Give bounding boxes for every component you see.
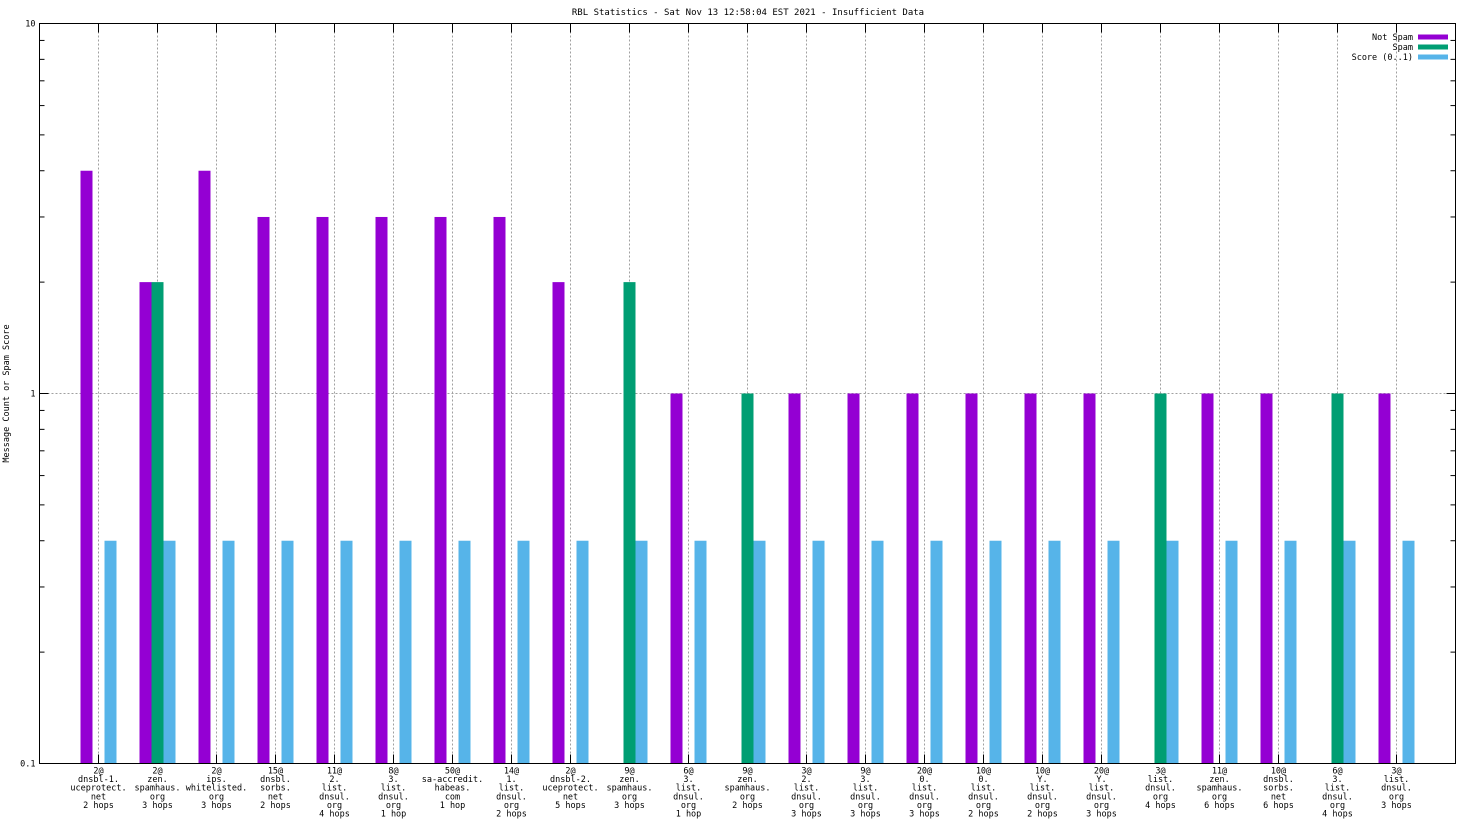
legend-label: Not Spam [1372, 33, 1413, 43]
bar-not-spam [375, 216, 388, 764]
bar-spam [623, 282, 636, 764]
x-tick-label: 10@ dnsbl. sorbs. net 6 hops [1263, 767, 1294, 811]
x-tick-label: 10@ 0. list. dnsul. org 2 hops [968, 767, 999, 820]
bar-spam [151, 282, 164, 764]
bar-not-spam [80, 170, 93, 764]
x-tick-label: 14@ 1. list. dnsul. org 2 hops [496, 767, 527, 820]
plot-frame [39, 23, 1456, 764]
x-tick-label: 20@ Y. list. dnsul. org 3 hops [1086, 767, 1117, 820]
bar-score-0-1 [635, 540, 648, 764]
bar-not-spam [257, 216, 270, 764]
bar-score-0-1 [753, 540, 766, 764]
bar-score-0-1 [1284, 540, 1297, 764]
x-tick-label: 2@ dnsbl-1. uceprotect. net 2 hops [70, 767, 126, 811]
bar-not-spam [198, 170, 211, 764]
bar-not-spam [552, 282, 565, 764]
legend-label: Spam [1393, 43, 1413, 53]
bar-spam [1331, 393, 1344, 764]
y-tick-label: 0.1 [20, 760, 35, 770]
bar-not-spam [316, 216, 329, 764]
bar-score-0-1 [1166, 540, 1179, 764]
x-tick-label: 50@ sa-accredit. habeas. com 1 hop [422, 767, 483, 811]
bar-not-spam [434, 216, 447, 764]
bar-score-0-1 [281, 540, 294, 764]
bar-score-0-1 [1225, 540, 1238, 764]
x-tick-label: 3@ list. dnsul. org 3 hops [1381, 767, 1412, 811]
bar-score-0-1 [517, 540, 530, 764]
x-tick-label: 9@ zen. spamhaus. org 2 hops [724, 767, 770, 811]
x-tick-label: 9@ 3. list. dnsul. org 3 hops [850, 767, 881, 820]
bar-score-0-1 [163, 540, 176, 764]
bar-score-0-1 [930, 540, 943, 764]
legend-swatch [1418, 44, 1448, 50]
x-tick-label: 9@ zen. spamhaus. org 3 hops [606, 767, 652, 811]
y-tick-label: 1 [30, 390, 35, 400]
x-tick-label: 6@ 3. list. dnsul. org 4 hops [1322, 767, 1353, 820]
bar-score-0-1 [812, 540, 825, 764]
bar-not-spam [906, 393, 919, 764]
bar-not-spam [1378, 393, 1391, 764]
bar-not-spam [788, 393, 801, 764]
bar-score-0-1 [576, 540, 589, 764]
x-tick-label: 3@ list. dnsul. org 4 hops [1145, 767, 1176, 811]
bar-not-spam [1083, 393, 1096, 764]
bar-score-0-1 [1107, 540, 1120, 764]
bar-not-spam [493, 216, 506, 764]
x-tick-label: 2@ ips. whitelisted. org 3 hops [186, 767, 247, 811]
bar-spam [741, 393, 754, 764]
legend-label: Score (0..1) [1352, 53, 1413, 63]
y-axis-label: Message Count or Spam Score [2, 324, 12, 462]
x-tick-label: 11@ zen. spamhaus. org 6 hops [1196, 767, 1242, 811]
bar-score-0-1 [1048, 540, 1061, 764]
bar-not-spam [1260, 393, 1273, 764]
y-tick-label: 10 [25, 20, 35, 30]
bar-not-spam [139, 282, 152, 764]
x-tick-label: 2@ dnsbl-2. uceprotect. net 5 hops [542, 767, 598, 811]
bar-score-0-1 [458, 540, 471, 764]
x-tick-label: 15@ dnsbl. sorbs. net 2 hops [260, 767, 291, 811]
bar-score-0-1 [1402, 540, 1415, 764]
bars [80, 170, 1415, 764]
bar-score-0-1 [222, 540, 235, 764]
bar-score-0-1 [989, 540, 1002, 764]
bar-score-0-1 [1343, 540, 1356, 764]
legend-swatch [1418, 34, 1448, 40]
bar-score-0-1 [694, 540, 707, 764]
bar-score-0-1 [340, 540, 353, 764]
bar-spam [1154, 393, 1167, 764]
bar-score-0-1 [399, 540, 412, 764]
bar-not-spam [670, 393, 683, 764]
bar-score-0-1 [871, 540, 884, 764]
chart-title: RBL Statistics - Sat Nov 13 12:58:04 EST… [572, 8, 924, 18]
x-tick-label: 11@ 2. list. dnsul. org 4 hops [319, 767, 350, 820]
bar-not-spam [1201, 393, 1214, 764]
bar-not-spam [965, 393, 978, 764]
legend-swatch [1418, 54, 1448, 60]
bar-not-spam [847, 393, 860, 764]
x-tick-label: 2@ zen. spamhaus. org 3 hops [134, 767, 180, 811]
bar-not-spam [1024, 393, 1037, 764]
x-tick-label: 6@ 3. list. dnsul. org 1 hop [673, 767, 704, 820]
x-tick-label: 10@ Y. list. dnsul. org 2 hops [1027, 767, 1058, 820]
y-tick-labels: 0.1 1 10 [20, 20, 35, 770]
x-tick-label: 8@ 3. list. dnsul. org 1 hop [378, 767, 409, 820]
x-tick-label: 3@ 2. list. dnsul. org 3 hops [791, 767, 822, 820]
bar-score-0-1 [104, 540, 117, 764]
x-tick-label: 20@ 0. list. dnsul. org 3 hops [909, 767, 940, 820]
